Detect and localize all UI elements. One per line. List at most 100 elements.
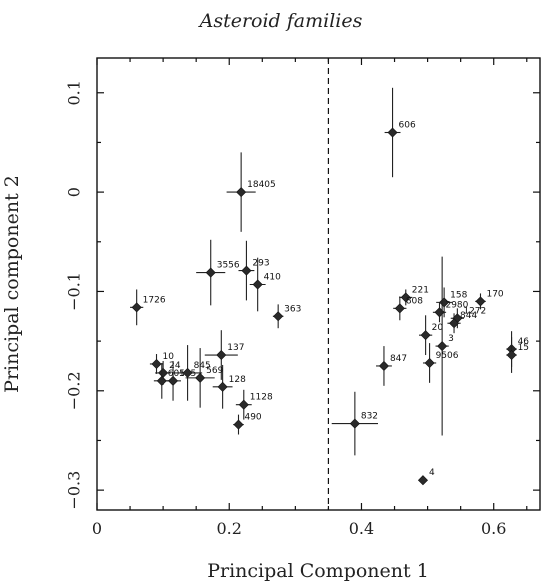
point-label: 128 [229,375,246,385]
x-tick-label: 0 [92,519,102,538]
diamond-marker [252,279,263,290]
point-label: 844 [460,311,477,321]
point-label: 2980 [445,300,468,310]
diamond-marker [449,318,460,329]
point-label: 605 [168,369,185,379]
diamond-marker [475,296,486,307]
point-label: 1128 [250,393,273,403]
diamond-marker [378,360,389,371]
data-point: 363 [272,304,301,329]
diamond-marker [236,187,247,198]
data-point: 490 [233,413,262,435]
diamond-marker [434,307,445,318]
diamond-marker [217,381,228,392]
data-point: 18405 [226,152,276,232]
diamond-marker [216,350,227,361]
data-point: 845 [173,345,211,401]
point-label: 1272 [463,306,486,316]
diamond-marker [273,311,284,322]
data-point: 844 [447,311,477,334]
data-point: 170 [475,289,504,310]
data-point: 1128 [235,389,273,420]
point-label: 4 [429,468,435,478]
point-label: 3 [448,334,454,344]
data-point: 128 [212,364,246,409]
data-point: 3 [435,256,454,436]
diamond-marker [233,419,244,430]
point-label: 808 [406,296,423,306]
data-point: 847 [376,346,407,386]
point-label: 1726 [143,295,166,305]
point-label: 46 [518,337,530,347]
chart-title: Asteroid families [198,10,363,32]
data-point: 20 [419,315,444,356]
data-point: 3556 [196,239,240,306]
point-label: 606 [399,121,416,131]
data-point: 9506 [422,343,459,383]
data-point: 808 [393,296,423,321]
point-label: 170 [486,289,503,299]
x-tick-label: 0.4 [349,519,374,538]
y-axis-label: Principal component 2 [1,175,23,393]
point-label: 158 [450,290,467,300]
x-axis-label: Principal Component 1 [207,560,429,582]
point-label: 293 [252,259,269,269]
data-point: 221 [399,285,429,306]
point-label: 10 [163,352,175,362]
point-label: 845 [194,361,211,371]
diamond-marker [168,375,179,386]
point-label: 9506 [436,351,459,361]
x-axis-ticks: 0 0.2 0.4 0.6 [92,58,528,538]
diamond-marker [394,303,405,314]
diamond-marker [151,358,162,369]
x-tick-label: 0.2 [217,519,242,538]
diamond-marker [349,418,360,429]
data-point: 410 [249,257,281,312]
diamond-marker [238,399,249,410]
point-label: 490 [244,413,261,423]
x-tick-label: 0.6 [481,519,506,538]
data-point: 15 [506,337,529,373]
diamond-marker [131,302,142,313]
point-label: 137 [227,343,244,353]
point-label: 18405 [247,180,276,190]
diamond-marker [439,297,450,308]
point-label: 221 [412,285,429,295]
y-tick-label: −0.3 [65,471,84,510]
data-point: 4 [417,468,435,486]
y-tick-label: −0.2 [65,371,84,410]
plot-frame [96,57,541,511]
data-point: 10 [149,352,175,374]
data-point: 569 [185,348,224,408]
y-axis-ticks: 0.1 0 −0.1 −0.2 −0.3 [65,80,540,510]
data-point: 1726 [130,289,166,326]
diamond-marker [195,372,206,383]
point-label: 3556 [217,261,240,271]
data-point: 606 [384,87,416,178]
data-point: 293 [238,240,270,301]
point-label: 832 [361,412,378,422]
y-tick-label: 0.1 [65,80,84,105]
point-label: 363 [284,304,301,314]
point-label: 569 [206,366,223,376]
y-tick-label: −0.1 [65,272,84,311]
point-label: 15 [518,343,529,353]
diamond-marker [241,265,252,276]
diamond-marker [437,341,448,352]
point-label: 410 [264,272,281,282]
point-label: 20 [432,323,444,333]
diamond-marker [156,375,167,386]
diamond-marker [506,350,517,361]
diamond-marker [420,330,431,341]
diamond-marker [417,475,428,486]
y-tick-label: 0 [65,187,84,197]
diamond-marker [387,127,398,138]
point-label: 847 [390,354,407,364]
diamond-marker [400,292,411,303]
point-label: 24 [169,361,181,371]
diamond-marker [205,267,216,278]
data-point: 832 [331,391,378,456]
diamond-marker [424,357,435,369]
